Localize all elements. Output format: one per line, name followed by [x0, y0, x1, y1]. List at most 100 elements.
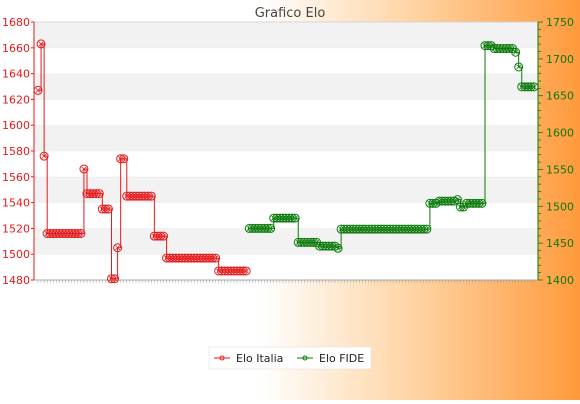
- data-point: [97, 204, 107, 214]
- data-point: [376, 224, 386, 234]
- y-left-tick-label: 1560: [2, 171, 30, 184]
- data-point: [94, 189, 104, 199]
- data-point: [330, 241, 340, 251]
- legend: Elo Italia Elo FIDE: [208, 346, 372, 370]
- data-point: [443, 196, 453, 206]
- data-point: [501, 44, 511, 54]
- data-point: [517, 82, 527, 92]
- data-point: [413, 224, 423, 234]
- data-point: [125, 191, 135, 201]
- data-point: [465, 198, 475, 208]
- data-point: [146, 191, 156, 201]
- data-point: [189, 253, 199, 263]
- data-point: [287, 213, 297, 223]
- data-point: [198, 253, 208, 263]
- data-point: [321, 241, 331, 251]
- data-point: [79, 164, 89, 174]
- y-axis-left: 1480 1500 1520 1540 1560 1580 1600 1620 1640 1660…: [2, 16, 35, 287]
- data-point: [113, 243, 123, 253]
- data-point-cross: [213, 255, 219, 261]
- data-point: [91, 189, 101, 199]
- grid-band: [34, 22, 538, 48]
- data-point: [61, 229, 71, 239]
- data-point: [498, 44, 508, 54]
- data-point: [397, 224, 407, 234]
- data-point-cross: [268, 225, 274, 231]
- data-point-cross: [516, 64, 522, 70]
- data-point: [226, 266, 236, 276]
- data-point-cross: [121, 156, 127, 162]
- data-point: [42, 229, 52, 239]
- data-point: [336, 224, 346, 234]
- data-point-cross: [513, 49, 519, 55]
- data-point: [171, 253, 181, 263]
- chart-title: Grafico Elo: [255, 6, 326, 21]
- data-point: [57, 229, 67, 239]
- y-right-tick-label: 1600: [546, 127, 574, 140]
- data-point: [281, 213, 291, 223]
- data-point: [82, 189, 92, 199]
- data-point: [529, 82, 539, 92]
- data-point: [440, 196, 450, 206]
- data-point: [318, 241, 328, 251]
- data-point: [238, 266, 248, 276]
- data-point: [333, 243, 343, 253]
- data-point: [275, 213, 285, 223]
- data-point: [364, 224, 374, 234]
- data-point: [486, 41, 496, 51]
- series-layer: [33, 39, 539, 284]
- data-point: [388, 224, 398, 234]
- data-point: [489, 44, 499, 54]
- data-point: [257, 223, 267, 233]
- data-point: [174, 253, 184, 263]
- data-point: [260, 223, 270, 233]
- data-point: [468, 198, 478, 208]
- data-point: [526, 82, 536, 92]
- data-point: [51, 229, 61, 239]
- data-point: [419, 224, 429, 234]
- series-line: [38, 43, 247, 280]
- data-point-cross: [292, 215, 298, 221]
- data-point: [152, 231, 162, 241]
- y-left-tick-label: 1500: [2, 248, 30, 261]
- data-point: [232, 266, 242, 276]
- data-point-cross: [96, 191, 102, 197]
- data-point-cross: [115, 245, 121, 251]
- data-point: [180, 253, 190, 263]
- data-point: [244, 223, 254, 233]
- grid-bands: [33, 21, 539, 281]
- data-point: [241, 266, 251, 276]
- data-point: [474, 198, 484, 208]
- data-point: [480, 41, 490, 51]
- data-point-cross: [243, 268, 249, 274]
- data-point: [382, 224, 392, 234]
- data-point: [483, 41, 493, 51]
- data-point-cross: [335, 245, 341, 251]
- data-point: [523, 82, 533, 92]
- data-point: [358, 224, 368, 234]
- data-point: [131, 191, 141, 201]
- grid-band: [34, 47, 538, 74]
- data-point: [204, 253, 214, 263]
- data-point: [290, 213, 300, 223]
- data-point: [159, 231, 169, 241]
- y-left-tick-label: 1580: [2, 145, 30, 158]
- data-point: [119, 154, 129, 164]
- y-left-tick-label: 1620: [2, 93, 30, 106]
- data-point: [33, 85, 43, 95]
- y-right-tick-label: 1500: [546, 200, 574, 213]
- data-point: [211, 253, 221, 263]
- data-point: [434, 196, 444, 206]
- data-point: [299, 237, 309, 247]
- data-point: [217, 266, 227, 276]
- data-point: [471, 198, 481, 208]
- data-point: [36, 39, 46, 49]
- y-left-tick-label: 1520: [2, 222, 30, 235]
- data-point: [514, 62, 524, 72]
- data-point-cross: [451, 198, 457, 204]
- data-point: [137, 191, 147, 201]
- data-point-cross: [531, 84, 537, 90]
- data-point: [520, 82, 530, 92]
- data-point: [403, 224, 413, 234]
